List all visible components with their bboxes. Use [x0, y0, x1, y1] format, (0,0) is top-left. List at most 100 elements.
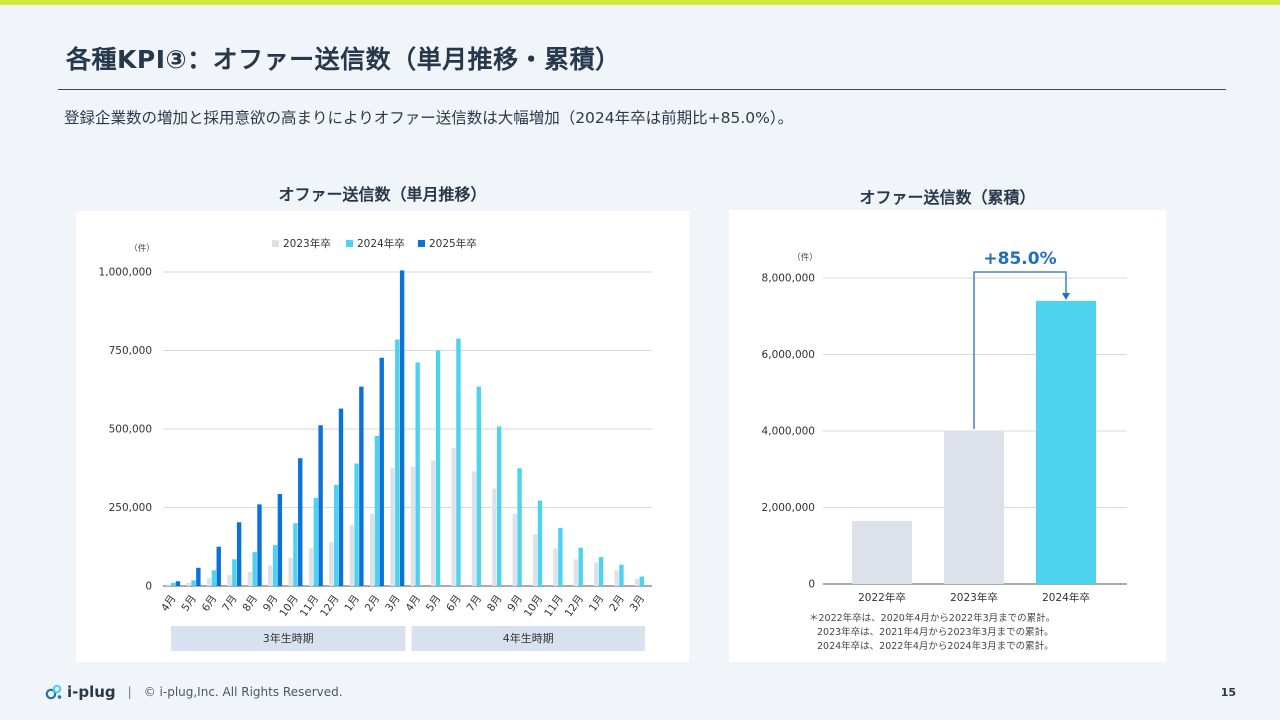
bar-2024	[537, 500, 543, 586]
bar-2023	[512, 513, 517, 586]
bar-2023	[410, 466, 416, 586]
y-tick-label: 6,000,000	[762, 349, 815, 361]
bar-2025	[216, 546, 221, 586]
bar-2024	[598, 557, 604, 586]
bar-2023	[594, 562, 599, 586]
bar-2023	[369, 513, 375, 586]
x-tick-label: 3月	[383, 593, 403, 614]
y-tick-label: 250,000	[109, 502, 152, 514]
copyright-text: © i-plug,Inc. All Rights Reserved.	[143, 685, 343, 699]
y-tick-label: 0	[808, 579, 815, 591]
bar-2024	[313, 498, 319, 586]
bar-2024	[293, 523, 298, 586]
monthly-bar-chart: （件） 0 250,000 500,000 750,000 1,000,000 2023年卒…	[99, 237, 652, 651]
bar-2023	[349, 524, 354, 586]
bar-2024	[639, 576, 645, 586]
bar-2024	[191, 580, 196, 586]
bar-2024	[232, 559, 237, 586]
bar-2024	[476, 386, 482, 586]
bar-2025	[277, 493, 283, 586]
x-tick-label: 8月	[240, 593, 260, 614]
bar-2024	[496, 426, 502, 586]
bar-2023年卒	[944, 431, 1004, 584]
bar-2024	[211, 570, 217, 586]
bar-2023	[329, 542, 334, 586]
bar-2024年卒	[1036, 300, 1096, 584]
x-tick-label: 6月	[200, 593, 220, 614]
bar-2024	[374, 435, 380, 586]
x-tick-label: 12月	[318, 593, 342, 619]
bar-2024	[435, 350, 441, 586]
x-tick-label: 1月	[587, 593, 607, 614]
y-tick-label: 0	[145, 581, 152, 593]
monthly-chart-panel: （件） 0 250,000 500,000 750,000 1,000,000 2023年卒…	[76, 211, 689, 662]
period-band-3rd-year	[171, 626, 406, 651]
growth-arrowhead	[1062, 292, 1070, 300]
bar-2025	[175, 581, 181, 586]
bar-2024	[170, 582, 176, 586]
bar-2023	[288, 557, 293, 586]
growth-bracket	[973, 271, 1067, 429]
bar-2025	[196, 567, 201, 586]
period-band-4th-year	[411, 626, 645, 651]
y-tick-label: 4,000,000	[762, 426, 815, 438]
bar-2023	[268, 565, 273, 586]
footer-separator: |	[127, 685, 132, 699]
growth-annotation: +85.0%	[983, 249, 1056, 269]
top-accent-bar	[0, 0, 1280, 5]
legend-swatch	[418, 240, 425, 247]
bar-2023	[227, 575, 232, 586]
logo-mark-icon	[45, 684, 62, 700]
x-tick-label: 12月	[563, 593, 587, 619]
bar-2024	[333, 484, 339, 586]
bar-2023	[451, 447, 456, 586]
legend-label: 2025年卒	[429, 237, 477, 250]
bar-2025	[236, 522, 242, 586]
y-tick-label: 500,000	[109, 424, 152, 436]
bar-2025	[298, 458, 303, 586]
bar-2023	[186, 582, 191, 586]
bar-2025	[257, 504, 262, 586]
x-tick-label: 2月	[363, 593, 383, 614]
x-tick-label: 4月	[403, 593, 423, 614]
x-tick-label: 11月	[542, 593, 566, 619]
x-tick-label: 6月	[444, 593, 464, 614]
legend-label: 2024年卒	[357, 237, 405, 250]
y-tick-label: 2,000,000	[762, 502, 815, 514]
bar-2023	[431, 460, 436, 586]
x-tick-label: 7月	[220, 593, 240, 614]
bar-2024	[272, 545, 278, 586]
bar-2025	[318, 425, 323, 586]
legend-swatch	[272, 240, 279, 247]
x-tick-label: 8月	[485, 593, 505, 614]
bar-2023	[471, 471, 477, 586]
bar-2023	[247, 571, 253, 586]
x-tick-label: 2月	[607, 593, 627, 614]
period-label: 4年生時期	[503, 631, 554, 645]
bar-2025	[399, 270, 405, 586]
cumulative-bar-chart: （件） 0 2,000,000 4,000,000 6,000,000 8,000,000…	[762, 249, 1127, 652]
bar-2024	[354, 463, 359, 586]
monthly-chart-title: オファー送信数（単月推移）	[278, 185, 487, 204]
x-tick-label: 2023年卒	[950, 591, 998, 604]
bar-2023	[492, 488, 497, 586]
bar-2023	[532, 534, 538, 586]
bar-2025	[359, 386, 364, 586]
x-tick-label: 4月	[159, 593, 179, 614]
bar-2025	[379, 357, 384, 586]
x-tick-label: 10月	[522, 593, 546, 619]
bar-2024	[619, 564, 624, 586]
bar-2025	[338, 408, 344, 586]
x-tick-label: 10月	[277, 593, 301, 619]
title-divider	[58, 89, 1226, 90]
footer: i-plug | © i-plug,Inc. All Rights Reserv…	[44, 682, 343, 702]
bar-2023	[390, 468, 395, 586]
bar-2024	[395, 339, 400, 586]
x-tick-label: 2024年卒	[1042, 591, 1090, 604]
bar-2024	[456, 338, 461, 586]
footnote-line: ＊2022年卒は、2020年4月から2022年3月までの累計。	[809, 612, 1055, 624]
y-unit-label: （件）	[792, 252, 818, 263]
company-logo: i-plug	[44, 682, 116, 702]
legend-swatch	[346, 240, 353, 247]
y-tick-label: 750,000	[109, 345, 152, 357]
